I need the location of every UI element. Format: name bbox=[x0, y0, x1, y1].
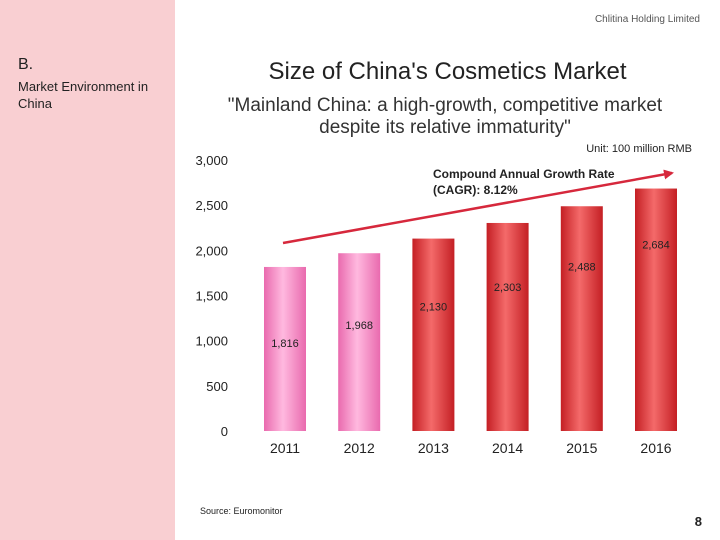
bar-2011 bbox=[264, 266, 306, 431]
bar-2012 bbox=[338, 253, 381, 431]
data-label-2011: 1,816 bbox=[271, 338, 299, 350]
chart-subtitle: "Mainland China: a high-growth, competit… bbox=[227, 95, 663, 138]
y-tick-label: 0 bbox=[221, 424, 228, 439]
y-tick-label: 2,500 bbox=[195, 198, 228, 213]
x-tick-label-2013: 2013 bbox=[418, 440, 449, 456]
x-tick-label-2012: 2012 bbox=[344, 440, 375, 456]
data-label-2013: 2,130 bbox=[420, 302, 448, 314]
x-tick-label-2015: 2015 bbox=[566, 440, 597, 456]
section-title: Market Environment in China bbox=[18, 79, 149, 111]
cagr-annotation: Compound Annual Growth Rate (CAGR): 8.12… bbox=[433, 167, 615, 197]
data-label-2016: 2,684 bbox=[642, 240, 670, 252]
trend-arrow bbox=[282, 169, 674, 245]
x-tick-label-2016: 2016 bbox=[640, 440, 671, 456]
page-number: 8 bbox=[694, 514, 702, 529]
x-tick-label-2011: 2011 bbox=[270, 440, 300, 456]
chart-title: Size of China's Cosmetics Market bbox=[268, 58, 627, 85]
y-tick-label: 1,000 bbox=[195, 334, 228, 349]
sidebar-panel bbox=[0, 0, 175, 540]
x-tick-label-2014: 2014 bbox=[492, 440, 523, 456]
bar-2016 bbox=[635, 188, 677, 431]
y-tick-label: 500 bbox=[206, 379, 228, 394]
section-letter: B. bbox=[18, 56, 34, 73]
data-label-2015: 2,488 bbox=[568, 261, 596, 273]
y-tick-label: 3,000 bbox=[195, 153, 228, 168]
data-label-2012: 1,968 bbox=[345, 320, 373, 332]
bar-2013 bbox=[412, 238, 455, 431]
unit-label: Unit: 100 million RMB bbox=[586, 143, 692, 155]
y-tick-label: 2,000 bbox=[195, 243, 228, 258]
bar-2014 bbox=[486, 222, 529, 431]
bar-2015 bbox=[560, 206, 603, 431]
company-name: Chlitina Holding Limited bbox=[594, 14, 700, 25]
data-label-2014: 2,303 bbox=[494, 282, 522, 294]
y-tick-label: 1,500 bbox=[195, 289, 228, 304]
source-note: Source: Euromonitor bbox=[200, 506, 283, 516]
